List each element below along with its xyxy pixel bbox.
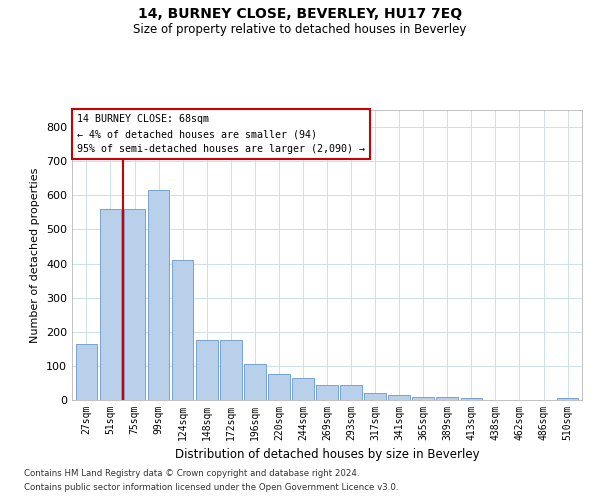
Y-axis label: Number of detached properties: Number of detached properties <box>31 168 40 342</box>
Bar <box>557 398 578 400</box>
Bar <box>220 340 242 400</box>
Bar <box>436 396 458 400</box>
Bar <box>244 364 266 400</box>
Bar <box>124 209 145 400</box>
Text: 14, BURNEY CLOSE, BEVERLEY, HU17 7EQ: 14, BURNEY CLOSE, BEVERLEY, HU17 7EQ <box>138 8 462 22</box>
Bar <box>100 209 121 400</box>
Text: Contains HM Land Registry data © Crown copyright and database right 2024.: Contains HM Land Registry data © Crown c… <box>24 468 359 477</box>
Text: Size of property relative to detached houses in Beverley: Size of property relative to detached ho… <box>133 22 467 36</box>
Text: 14 BURNEY CLOSE: 68sqm
← 4% of detached houses are smaller (94)
95% of semi-deta: 14 BURNEY CLOSE: 68sqm ← 4% of detached … <box>77 114 365 154</box>
Bar <box>172 260 193 400</box>
X-axis label: Distribution of detached houses by size in Beverley: Distribution of detached houses by size … <box>175 448 479 462</box>
Bar <box>268 374 290 400</box>
Bar <box>148 190 169 400</box>
Bar <box>316 384 338 400</box>
Text: Contains public sector information licensed under the Open Government Licence v3: Contains public sector information licen… <box>24 484 398 492</box>
Bar <box>364 393 386 400</box>
Bar <box>196 340 218 400</box>
Bar <box>76 344 97 400</box>
Bar <box>340 384 362 400</box>
Bar <box>461 398 482 400</box>
Bar <box>388 395 410 400</box>
Bar <box>292 378 314 400</box>
Bar <box>412 396 434 400</box>
